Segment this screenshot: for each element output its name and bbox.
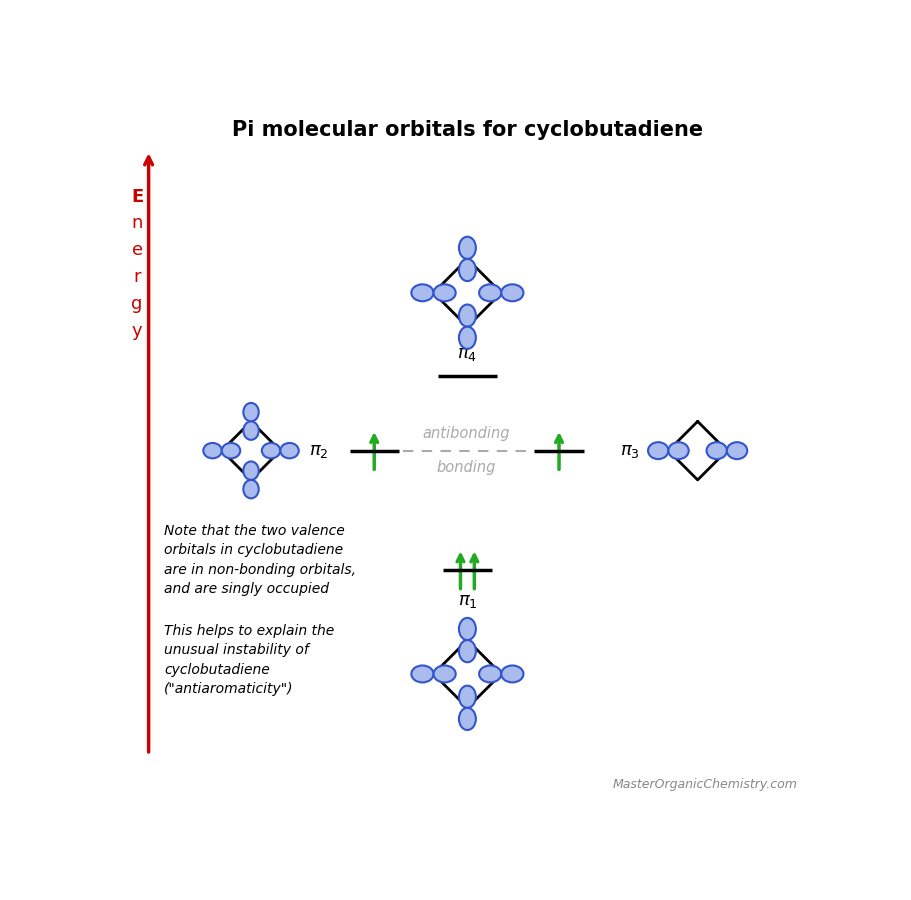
Text: g: g [131, 295, 143, 313]
Text: Pi molecular orbitals for cyclobutadiene: Pi molecular orbitals for cyclobutadiene [231, 120, 702, 140]
Text: MasterOrganicChemistry.com: MasterOrganicChemistry.com [612, 778, 797, 790]
Text: y: y [131, 322, 142, 340]
Ellipse shape [458, 686, 476, 707]
Text: antibonding: antibonding [423, 427, 510, 441]
Ellipse shape [458, 327, 476, 349]
Ellipse shape [411, 284, 433, 302]
Text: bonding: bonding [436, 460, 496, 475]
Text: $\pi_3$: $\pi_3$ [619, 442, 639, 460]
Ellipse shape [433, 284, 456, 302]
Ellipse shape [261, 443, 280, 458]
Ellipse shape [458, 707, 476, 730]
Ellipse shape [458, 618, 476, 640]
Text: This helps to explain the
unusual instability of
cyclobutadiene
("antiaromaticit: This helps to explain the unusual instab… [164, 624, 334, 697]
Text: Note that the two valence
orbitals in cyclobutadiene
are in non-bonding orbitals: Note that the two valence orbitals in cy… [164, 524, 355, 597]
Ellipse shape [706, 442, 726, 459]
Ellipse shape [243, 421, 259, 440]
Ellipse shape [243, 480, 259, 499]
Ellipse shape [243, 403, 259, 421]
Ellipse shape [726, 442, 746, 459]
Ellipse shape [458, 640, 476, 662]
Ellipse shape [458, 237, 476, 259]
Ellipse shape [411, 665, 433, 682]
Ellipse shape [243, 462, 259, 480]
Text: $\pi_1$: $\pi_1$ [457, 592, 476, 610]
Ellipse shape [221, 443, 240, 458]
Ellipse shape [203, 443, 221, 458]
Ellipse shape [458, 259, 476, 281]
Ellipse shape [458, 304, 476, 327]
Ellipse shape [280, 443, 299, 458]
Text: E: E [131, 187, 143, 205]
Ellipse shape [433, 665, 456, 682]
Text: r: r [133, 268, 140, 286]
Ellipse shape [501, 665, 523, 682]
Ellipse shape [648, 442, 668, 459]
Ellipse shape [478, 284, 501, 302]
Text: $\pi_2$: $\pi_2$ [309, 442, 328, 460]
Text: e: e [131, 241, 142, 259]
Ellipse shape [478, 665, 501, 682]
Ellipse shape [501, 284, 523, 302]
Ellipse shape [668, 442, 688, 459]
Text: $\pi_4$: $\pi_4$ [456, 345, 477, 363]
Text: n: n [131, 214, 143, 232]
